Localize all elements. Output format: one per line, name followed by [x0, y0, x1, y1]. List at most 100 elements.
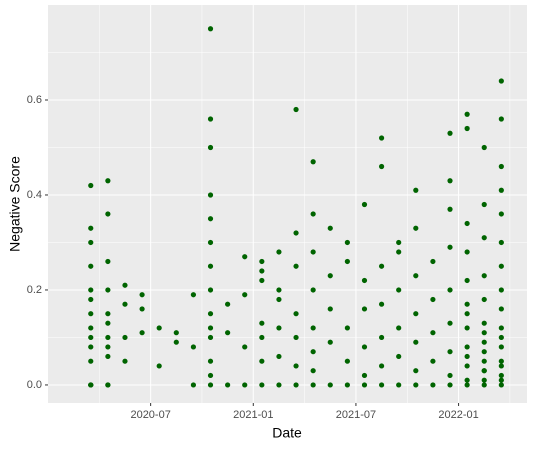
x-tick-label: 2022-01	[438, 409, 478, 421]
x-axis-title: Date	[272, 425, 302, 441]
point	[242, 254, 248, 260]
point	[207, 26, 214, 32]
point	[327, 306, 333, 312]
point	[156, 325, 162, 331]
point	[293, 106, 299, 113]
point	[378, 363, 385, 369]
point	[464, 311, 470, 317]
point	[207, 358, 214, 364]
point	[413, 225, 419, 231]
point	[413, 382, 419, 388]
point	[378, 263, 385, 269]
point	[413, 339, 419, 345]
point	[481, 144, 487, 151]
point	[498, 163, 504, 170]
point	[207, 216, 214, 222]
point	[481, 349, 487, 355]
panel	[48, 5, 527, 403]
point	[498, 382, 504, 388]
point	[259, 277, 265, 284]
point	[293, 382, 299, 388]
point	[88, 358, 94, 364]
point	[173, 339, 179, 345]
point	[481, 296, 487, 303]
point	[481, 201, 487, 208]
point	[207, 311, 214, 317]
point	[464, 125, 470, 132]
point	[481, 320, 487, 326]
point	[156, 363, 162, 369]
point	[207, 325, 214, 331]
point	[481, 377, 487, 383]
point	[105, 382, 111, 388]
point	[310, 349, 316, 355]
point	[447, 382, 453, 388]
point	[498, 211, 504, 217]
point	[88, 263, 94, 269]
point	[105, 211, 111, 217]
point	[139, 306, 145, 312]
point	[498, 334, 504, 341]
point	[464, 277, 470, 284]
x-tick-label: 2021-01	[233, 409, 273, 421]
point	[464, 301, 470, 307]
point	[105, 287, 111, 293]
point	[447, 130, 453, 136]
point	[242, 292, 248, 298]
point	[378, 135, 385, 141]
point	[378, 334, 385, 341]
point	[139, 330, 145, 336]
point	[464, 382, 470, 388]
point	[430, 258, 436, 265]
point	[344, 358, 350, 364]
point	[498, 78, 504, 84]
point	[105, 258, 111, 265]
point	[344, 325, 350, 331]
point	[310, 159, 316, 165]
point	[481, 273, 487, 279]
point	[207, 116, 214, 122]
point	[88, 334, 94, 341]
point	[327, 382, 333, 388]
point	[259, 320, 265, 326]
point	[344, 258, 350, 265]
point	[361, 306, 368, 312]
point	[88, 287, 94, 293]
point	[481, 358, 487, 364]
point	[293, 263, 299, 269]
point	[259, 382, 265, 388]
point	[88, 182, 94, 189]
point	[464, 344, 470, 350]
point	[481, 382, 487, 388]
point	[293, 334, 299, 341]
point	[88, 225, 94, 231]
point	[378, 163, 385, 170]
point	[259, 334, 265, 341]
point	[276, 249, 282, 255]
y-axis-title: Negative Score	[7, 156, 23, 252]
point	[105, 311, 111, 317]
point	[88, 382, 94, 388]
point	[276, 296, 282, 303]
point	[413, 368, 419, 374]
point	[498, 358, 504, 364]
point	[413, 273, 419, 279]
point	[447, 372, 453, 379]
point	[207, 334, 214, 341]
point	[413, 187, 419, 193]
point	[207, 287, 214, 293]
point	[430, 330, 436, 336]
point	[344, 239, 350, 246]
point	[498, 187, 504, 193]
point	[276, 287, 282, 293]
y-tick-label: 0.4	[27, 189, 42, 201]
point	[242, 382, 248, 388]
point	[293, 363, 299, 369]
point	[207, 382, 214, 388]
point	[105, 334, 111, 341]
point	[361, 344, 368, 350]
y-tick-label: 0.6	[27, 94, 42, 106]
point	[396, 325, 402, 331]
point	[207, 239, 214, 246]
